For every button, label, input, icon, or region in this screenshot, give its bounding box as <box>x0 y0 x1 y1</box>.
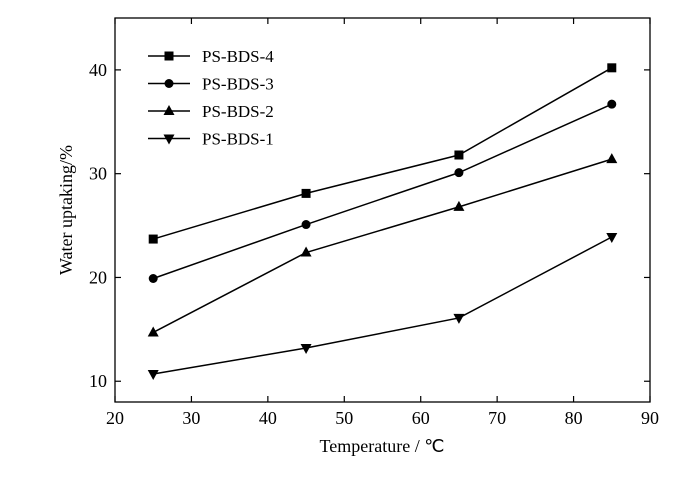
data-point <box>453 313 465 324</box>
y-tick-label: 10 <box>89 371 107 391</box>
data-point <box>300 344 312 355</box>
legend-marker <box>163 134 175 145</box>
data-point <box>453 200 465 211</box>
x-tick-label: 20 <box>106 408 124 428</box>
x-tick-label: 60 <box>412 408 430 428</box>
y-tick-label: 30 <box>89 164 107 184</box>
series-line <box>153 236 613 375</box>
data-point <box>148 234 158 244</box>
legend-marker <box>163 105 175 115</box>
legend-item: PS-BDS-3 <box>148 75 274 94</box>
x-tick-label: 50 <box>335 408 353 428</box>
data-point <box>606 153 618 164</box>
legend-item: PS-BDS-1 <box>148 130 274 149</box>
legend-marker <box>164 51 174 61</box>
data-point <box>147 369 159 380</box>
y-tick-label: 40 <box>89 60 107 80</box>
legend: PS-BDS-4 PS-BDS-3 PS-BDS-2 PS-BDS-1 <box>148 47 274 149</box>
plot-frame <box>114 17 651 403</box>
y-tick-label: 20 <box>89 267 107 287</box>
x-tick-label: 40 <box>259 408 277 428</box>
series-line <box>152 67 613 240</box>
series-ps-bds-1 <box>147 232 618 380</box>
data-point <box>454 168 464 178</box>
data-point <box>606 232 618 243</box>
y-axis-label: Water uptaking/% <box>56 145 76 275</box>
legend-marker <box>164 79 174 88</box>
legend-label: PS-BDS-2 <box>202 102 274 121</box>
legend-item: PS-BDS-4 <box>148 47 274 66</box>
series-ps-bds-3 <box>148 99 617 283</box>
series-ps-bds-4 <box>148 63 617 244</box>
series-line <box>152 103 613 280</box>
data-point <box>148 273 158 283</box>
x-axis-label: Temperature / ℃ <box>320 436 445 456</box>
legend-label: PS-BDS-4 <box>202 47 274 66</box>
x-tick-label: 70 <box>488 408 506 428</box>
legend-label: PS-BDS-1 <box>202 130 274 149</box>
series-line <box>152 158 613 334</box>
x-tick-label: 80 <box>565 408 583 428</box>
x-tick-label: 30 <box>182 408 200 428</box>
data-point <box>607 63 617 73</box>
data-point <box>300 246 312 257</box>
data-point <box>454 150 464 160</box>
data-point <box>301 220 311 230</box>
legend-label: PS-BDS-3 <box>202 75 274 94</box>
legend-item: PS-BDS-2 <box>148 102 274 121</box>
data-point <box>147 326 159 337</box>
x-tick-label: 90 <box>641 408 659 428</box>
data-point <box>607 99 617 109</box>
series-ps-bds-2 <box>147 153 618 337</box>
data-point <box>301 188 311 198</box>
